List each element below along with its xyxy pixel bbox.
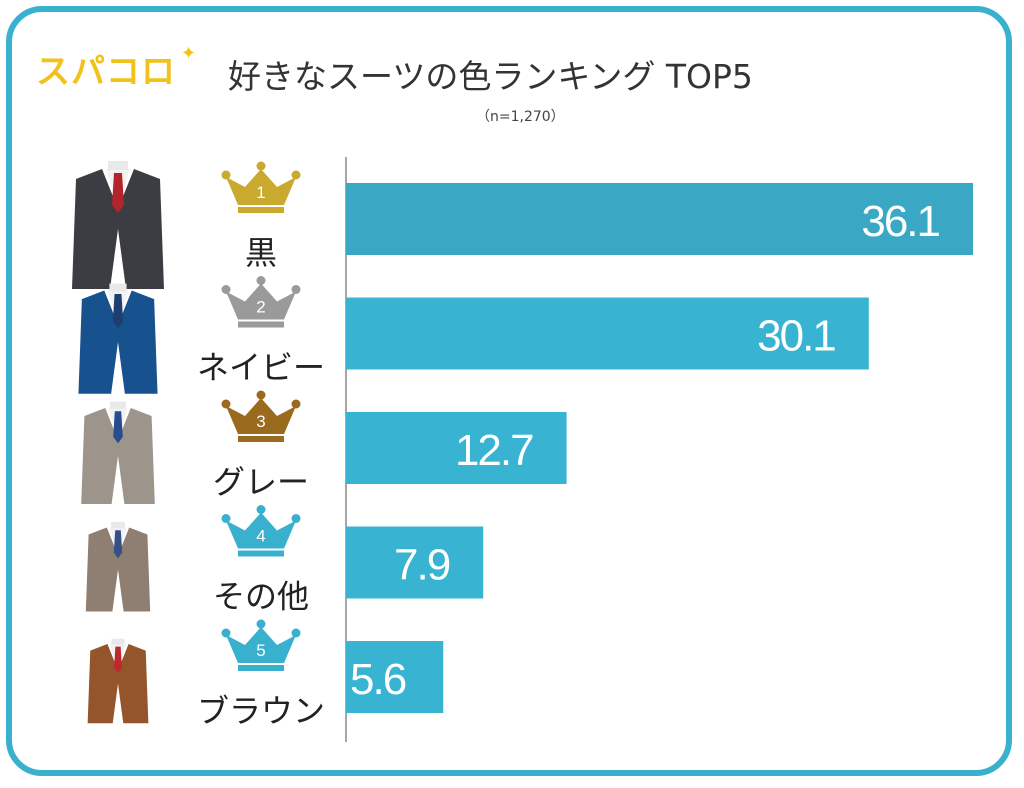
category-label: グレー — [213, 463, 309, 501]
crown-icon — [221, 161, 301, 213]
sparkle-icon: ✦ — [181, 43, 197, 64]
suit-icon — [81, 401, 155, 504]
data-label: 12.7 — [455, 426, 533, 475]
category-label: ネイビー — [197, 349, 325, 387]
suit-icon — [85, 521, 151, 612]
bar — [346, 297, 869, 370]
category-label: 黒 — [245, 234, 277, 272]
bar — [346, 412, 567, 484]
crown-icon — [221, 619, 301, 671]
category-label: その他 — [213, 578, 309, 616]
bar — [346, 183, 973, 255]
data-label: 36.1 — [861, 197, 939, 246]
chart-subtitle: （n=1,270） — [476, 109, 565, 125]
data-label: 5.6 — [350, 655, 406, 704]
rank-number: 5 — [256, 641, 265, 660]
chart-title: 好きなスーツの色ランキング TOP5 — [228, 57, 753, 96]
bar — [346, 641, 444, 713]
rank-number: 1 — [256, 183, 265, 202]
crown-icon — [221, 276, 301, 328]
bar — [346, 526, 484, 599]
crown-icon — [221, 390, 301, 442]
chart-frame — [6, 6, 1012, 776]
crown-icon — [221, 505, 301, 557]
rank-number: 2 — [256, 298, 265, 317]
suit-icon — [78, 283, 158, 394]
suit-icon — [87, 638, 149, 724]
data-label: 30.1 — [757, 312, 835, 361]
category-label: ブラウン — [197, 692, 325, 730]
brand-logo: スパコロ — [36, 52, 176, 92]
data-label: 7.9 — [394, 541, 450, 590]
rank-number: 4 — [256, 527, 265, 546]
rank-number: 3 — [256, 412, 265, 431]
suit-icon — [72, 161, 164, 289]
